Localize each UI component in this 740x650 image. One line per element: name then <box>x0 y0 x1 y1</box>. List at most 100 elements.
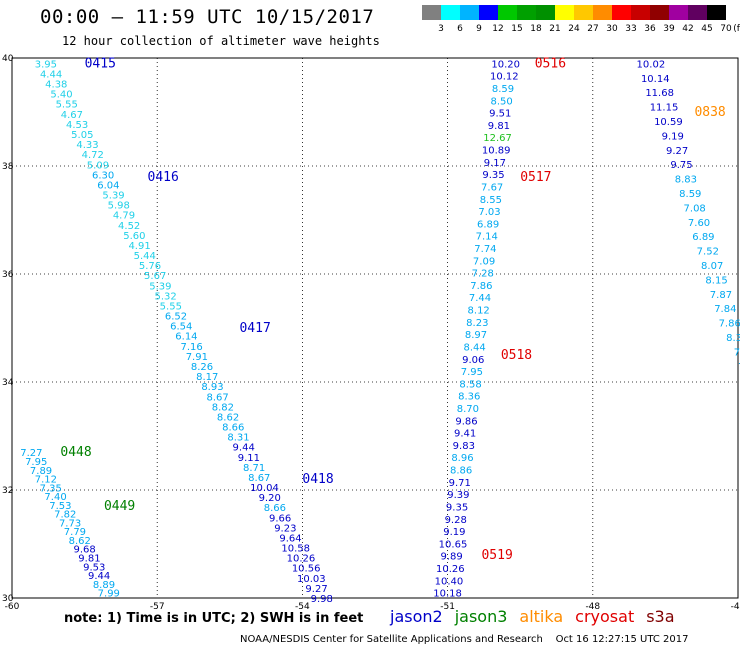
legend-jason3: jason3 <box>454 607 508 626</box>
wave-height-value: 9.81 <box>78 554 100 565</box>
wave-height-value: 10.14 <box>641 74 670 85</box>
colorbar-label: 9 <box>476 24 482 34</box>
wave-height-value: 10.40 <box>435 576 464 587</box>
wave-height-value: 8.96 <box>451 453 473 464</box>
legend-s3a: s3a <box>646 607 675 626</box>
wave-height-value: 9.83 <box>453 441 475 452</box>
wave-height-value: 8.17 <box>196 372 218 383</box>
wave-height-value: 7.03 <box>478 207 500 218</box>
wave-height-value: 7.12 <box>35 475 57 486</box>
wave-height-value: 10.18 <box>433 589 462 600</box>
wave-height-value: 7.95 <box>461 367 483 378</box>
colorbar-label: 30 <box>606 24 618 34</box>
wave-height-value: 9.53 <box>83 562 105 573</box>
colorbar-label: 3 <box>438 24 444 34</box>
wave-height-value: 9.44 <box>88 571 110 582</box>
wave-height-value: 7.86 <box>470 281 492 292</box>
wave-height-value: 9.39 <box>447 490 469 501</box>
colorbar-label: 42 <box>682 24 694 34</box>
wave-height-value: 6.89 <box>692 232 714 243</box>
wave-height-value: 6.30 <box>92 170 114 181</box>
x-tick-label: -45 <box>731 602 740 612</box>
colorbar-swatch <box>574 5 593 20</box>
wave-height-value: 8.82 <box>212 402 234 413</box>
x-tick-label: -51 <box>440 602 455 612</box>
pass-time-label: 0838 <box>694 105 725 120</box>
wave-height-value: 8.31 <box>227 433 249 444</box>
wave-height-value: 10.04 <box>250 483 279 494</box>
wave-height-value: 10.58 <box>281 544 310 555</box>
wave-height-value: 9.28 <box>445 515 467 526</box>
colorbar-label: 21 <box>549 24 561 34</box>
wave-height-value: 10.26 <box>287 554 316 565</box>
wave-height-value: 5.55 <box>160 301 182 312</box>
wave-height-value: 8.62 <box>69 536 91 547</box>
wave-height-value: 8.12 <box>468 306 490 317</box>
wave-height-value: 8.15 <box>705 275 727 286</box>
wave-height-value: 9.89 <box>441 552 463 563</box>
pass-time-label: 0418 <box>302 472 333 487</box>
wave-height-value: 8.59 <box>679 189 701 200</box>
colorbar-swatch <box>631 5 650 20</box>
y-tick-label: 32 <box>2 486 13 496</box>
colorbar-unit: (ft) <box>733 24 740 34</box>
wave-height-value: 8.50 <box>490 96 512 107</box>
colorbar-label: 36 <box>644 24 656 34</box>
wave-height-value: 12.67 <box>483 133 512 144</box>
wave-height-value: 7.14 <box>476 232 498 243</box>
y-tick-label: 38 <box>2 162 14 172</box>
wave-height-value: 7.82 <box>54 510 76 521</box>
wave-height-value: 7.86 <box>719 319 740 330</box>
wave-height-value: 8.97 <box>465 330 487 341</box>
wave-height-value: 5.60 <box>123 231 145 242</box>
wave-height-value: 7.89 <box>30 466 52 477</box>
colorbar-swatch <box>460 5 479 20</box>
wave-height-value: 5.39 <box>149 281 171 292</box>
wave-height-value: 4.53 <box>66 120 88 131</box>
wave-height-value: 6.52 <box>165 312 187 323</box>
pass-time-label: 0518 <box>501 348 532 363</box>
wave-height-value: 11.68 <box>645 88 674 99</box>
wave-height-value: 7.60 <box>688 218 710 229</box>
map-note: note: 1) Time is in UTC; 2) SWH is in fe… <box>64 611 364 626</box>
wave-height-value: 5.05 <box>71 130 93 141</box>
wave-height-value: 7.87 <box>710 290 732 301</box>
wave-height-value: 7. <box>734 347 740 358</box>
map-frame <box>11 57 739 599</box>
wave-height-value: 9.86 <box>455 416 477 427</box>
wave-height-value: 10.20 <box>491 59 520 70</box>
wave-height-value: 9.27 <box>666 146 688 157</box>
colorbar-swatch <box>707 5 726 20</box>
colorbar-label: 24 <box>568 24 580 34</box>
pass-time-label: 0448 <box>60 445 91 460</box>
wave-height-value: 8.67 <box>248 473 270 484</box>
wave-height-value: 6.14 <box>175 332 197 343</box>
colorbar-swatch <box>498 5 517 20</box>
map-title: 00:00 — 11:59 UTC 10/15/2017 <box>40 6 375 28</box>
pass-time-label: 0417 <box>239 321 270 336</box>
wave-height-value: 9.98 <box>311 594 333 605</box>
wave-height-value: 7.84 <box>714 304 736 315</box>
pass-time-label: 0416 <box>148 170 179 185</box>
y-tick-label: 30 <box>2 594 14 604</box>
colorbar-swatch <box>536 5 555 20</box>
wave-height-value: 9.68 <box>73 545 95 556</box>
wave-height-value: 7.44 <box>469 293 491 304</box>
wave-height-value: 8.23 <box>466 318 488 329</box>
wave-height-value: 10.02 <box>637 59 666 70</box>
wave-height-value: 11.15 <box>650 103 679 114</box>
colorbar-swatch <box>688 5 707 20</box>
pass-time-label: 0519 <box>481 548 512 563</box>
colorbar-swatch <box>422 5 441 20</box>
wave-height-value: 7.40 <box>44 492 66 503</box>
wave-height-value: 9.06 <box>462 355 484 366</box>
colorbar-label: 27 <box>587 24 599 34</box>
wave-height-value: 8.66 <box>222 423 244 434</box>
wave-height-value: 7.28 <box>472 269 494 280</box>
wave-height-value: 9.41 <box>454 429 476 440</box>
wave-height-value: 3.95 <box>35 59 57 70</box>
wave-height-value: 9.19 <box>443 527 465 538</box>
wave-height-value: 10.65 <box>439 539 468 550</box>
wave-height-value: 5.44 <box>134 251 156 262</box>
wave-height-value: 4.44 <box>40 69 62 80</box>
